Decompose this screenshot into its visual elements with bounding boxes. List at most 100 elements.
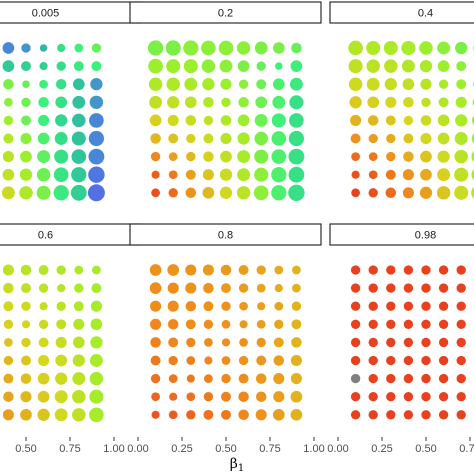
- data-point: [3, 115, 14, 126]
- data-point: [348, 59, 363, 74]
- data-point: [368, 373, 378, 384]
- facet-strip-label: 0.4: [418, 8, 433, 20]
- facet-panel: 0.8: [129, 223, 322, 421]
- data-point: [456, 301, 466, 311]
- data-point: [271, 113, 286, 128]
- data-point: [254, 167, 269, 182]
- data-point: [2, 168, 15, 181]
- data-point: [19, 186, 33, 200]
- data-point: [168, 188, 178, 198]
- facet-strip-label: 0.98: [415, 230, 436, 242]
- data-point: [292, 265, 301, 275]
- data-point: [239, 320, 248, 329]
- data-point: [54, 408, 68, 422]
- data-point: [437, 150, 450, 163]
- data-point: [72, 95, 86, 109]
- data-point: [220, 132, 232, 145]
- data-point: [151, 392, 160, 402]
- data-point: [168, 337, 179, 348]
- data-point: [72, 113, 86, 128]
- data-point: [386, 410, 396, 420]
- data-point: [471, 169, 474, 181]
- data-point: [55, 96, 68, 109]
- data-point: [169, 392, 178, 401]
- data-point: [421, 373, 431, 384]
- data-point: [348, 40, 363, 56]
- data-point: [238, 355, 249, 366]
- data-point: [203, 115, 214, 126]
- data-point: [471, 133, 474, 144]
- data-point: [167, 114, 179, 126]
- facet-strip-label: 0.8: [218, 230, 233, 242]
- data-point: [36, 167, 51, 182]
- data-point: [368, 265, 378, 275]
- data-point: [350, 265, 361, 275]
- data-point: [289, 95, 304, 110]
- data-point: [403, 97, 414, 108]
- data-point: [368, 152, 378, 161]
- data-point: [456, 355, 466, 366]
- data-point: [89, 407, 104, 423]
- data-point: [20, 150, 32, 163]
- data-point: [72, 372, 86, 386]
- data-point: [2, 264, 14, 276]
- data-point: [88, 166, 105, 183]
- data-point: [150, 151, 161, 162]
- data-point: [368, 319, 378, 329]
- data-point: [3, 133, 14, 144]
- data-point: [55, 78, 67, 90]
- data-point: [350, 355, 361, 366]
- data-point: [368, 301, 378, 311]
- data-point: [149, 282, 162, 294]
- data-point: [149, 95, 163, 109]
- x-tick-label: 0.00: [327, 443, 348, 455]
- data-point: [221, 391, 231, 402]
- x-tick-label: 0.75: [59, 443, 80, 455]
- data-point: [21, 320, 31, 329]
- data-point: [421, 410, 431, 420]
- data-point: [203, 151, 214, 162]
- data-point: [367, 115, 379, 126]
- data-point: [185, 187, 197, 199]
- data-point: [291, 319, 302, 330]
- data-point: [368, 337, 378, 348]
- data-point: [438, 301, 449, 311]
- data-point: [53, 185, 69, 201]
- x-tick-label: 0.25: [371, 443, 392, 455]
- data-point: [56, 265, 66, 275]
- data-point: [289, 113, 304, 128]
- x-axis: 0.000.250.500.751.00: [15, 437, 125, 455]
- data-point: [386, 283, 396, 293]
- data-point: [167, 264, 180, 276]
- data-point: [168, 355, 178, 366]
- data-point: [3, 78, 14, 90]
- data-point: [203, 392, 214, 402]
- facet-strip-label: 0.005: [32, 8, 60, 20]
- data-point: [456, 319, 466, 329]
- data-point: [386, 133, 396, 144]
- data-point: [74, 43, 84, 53]
- data-point: [22, 80, 30, 88]
- data-point: [238, 409, 249, 421]
- data-point: [185, 264, 197, 276]
- data-point: [166, 59, 181, 74]
- data-point: [149, 114, 162, 127]
- data-point: [456, 373, 466, 384]
- data-point: [436, 186, 451, 200]
- data-point: [151, 170, 160, 179]
- data-point: [421, 319, 431, 329]
- data-point: [386, 355, 396, 366]
- data-point: [186, 337, 196, 348]
- x-axes: 0.000.250.500.751.000.000.250.500.751.00…: [15, 437, 474, 455]
- data-point: [184, 77, 198, 91]
- data-point: [39, 62, 48, 71]
- data-point: [274, 265, 284, 275]
- data-point: [220, 150, 232, 163]
- data-point: [454, 132, 468, 145]
- x-tick-label: 1.00: [103, 443, 124, 455]
- data-point: [368, 283, 378, 293]
- facet-strip: [129, 1, 322, 24]
- data-point: [167, 319, 179, 330]
- facet-strip: [329, 1, 474, 24]
- data-point: [454, 149, 468, 164]
